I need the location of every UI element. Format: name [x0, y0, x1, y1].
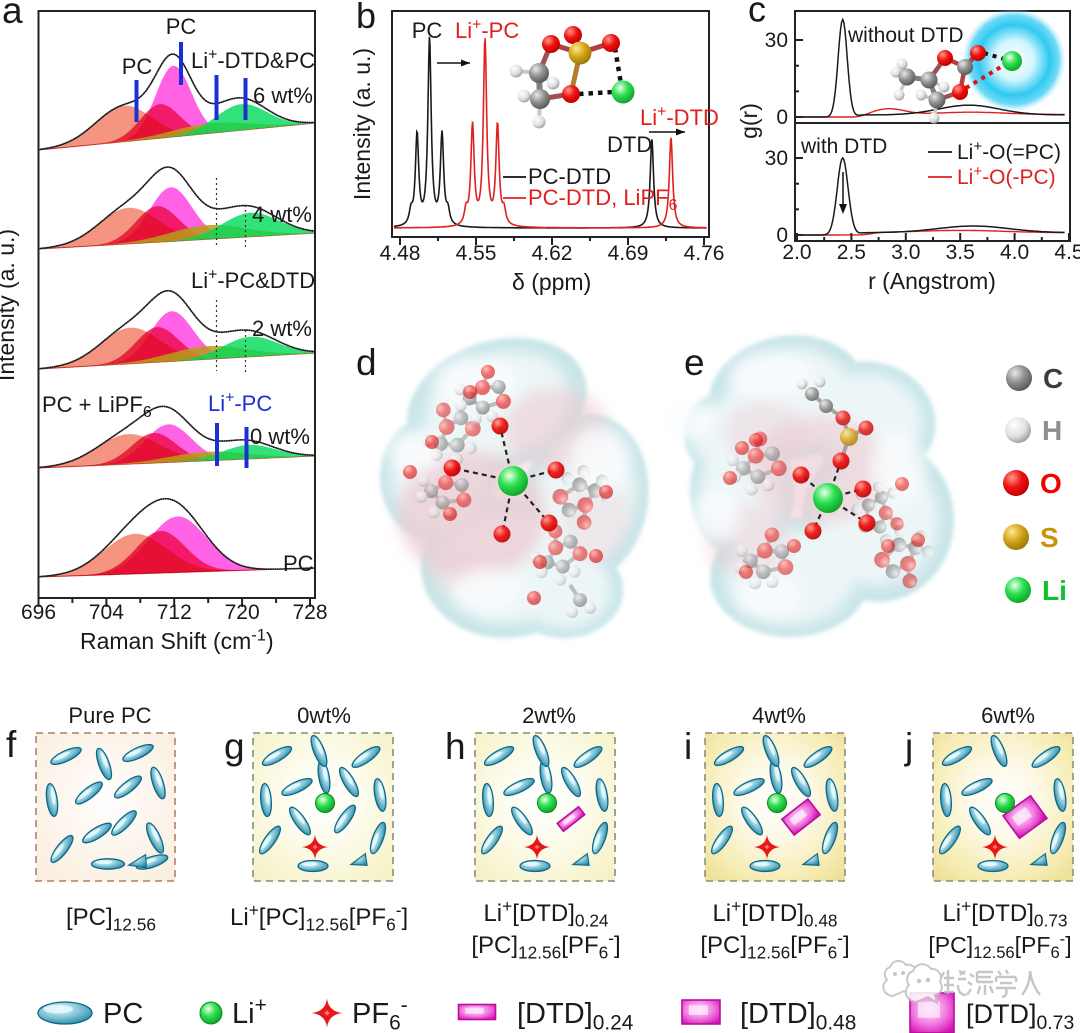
svg-text:2.5: 2.5: [837, 241, 866, 264]
svg-text:[DTD]0.73: [DTD]0.73: [966, 999, 1074, 1033]
svg-text:4wt%: 4wt%: [752, 703, 806, 728]
svg-text:[PC]12.56[PF6-]: [PC]12.56[PF6-]: [700, 928, 849, 962]
svg-text:f: f: [6, 724, 17, 765]
svg-text:Pure PC: Pure PC: [68, 703, 151, 728]
svg-text:6 wt%: 6 wt%: [253, 83, 313, 108]
svg-text:PC-DTD: PC-DTD: [528, 164, 611, 189]
svg-text:Li+[DTD]0.24: Li+[DTD]0.24: [483, 896, 608, 930]
svg-text:30: 30: [765, 147, 788, 170]
svg-text:[PC]12.56[PF6-]: [PC]12.56[PF6-]: [471, 928, 620, 962]
svg-text:PC-DTD, LiPF6: PC-DTD, LiPF6: [528, 185, 678, 214]
svg-text:PC: PC: [412, 18, 443, 43]
svg-text:Li+-O(-PC): Li+-O(-PC): [957, 163, 1056, 189]
svg-text:4.55: 4.55: [456, 242, 497, 265]
svg-text:a: a: [2, 0, 23, 31]
svg-text:Intensity (a. u.): Intensity (a. u.): [0, 229, 19, 381]
svg-text:696: 696: [21, 601, 56, 624]
svg-text:c: c: [748, 0, 766, 30]
svg-text:3.0: 3.0: [891, 241, 920, 264]
svg-text:Li+[DTD]0.73: Li+[DTD]0.73: [942, 896, 1067, 930]
svg-text:with DTD: with DTD: [800, 135, 887, 158]
svg-text:PF6-: PF6-: [352, 994, 408, 1033]
svg-text:Li+-PC: Li+-PC: [208, 390, 272, 416]
svg-text:3.5: 3.5: [946, 241, 975, 264]
svg-text:Li+[DTD]0.48: Li+[DTD]0.48: [712, 896, 837, 930]
svg-text:4.76: 4.76: [684, 242, 725, 265]
svg-text:without DTD: without DTD: [847, 24, 964, 47]
svg-text:d: d: [356, 342, 377, 383]
svg-text:2 wt%: 2 wt%: [252, 316, 312, 341]
svg-text:O: O: [1040, 468, 1062, 499]
svg-text:[PC]12.56: [PC]12.56: [66, 904, 156, 934]
svg-text:Li: Li: [1042, 575, 1067, 606]
svg-text:0 wt%: 0 wt%: [250, 424, 310, 449]
svg-text:720: 720: [225, 601, 260, 624]
svg-text:712: 712: [157, 601, 192, 624]
svg-text:i: i: [684, 726, 692, 767]
svg-text:4.0: 4.0: [1000, 241, 1029, 264]
svg-text:Raman Shift (cm-1): Raman Shift (cm-1): [80, 625, 274, 654]
svg-text:4 wt%: 4 wt%: [252, 202, 312, 227]
svg-text:g: g: [224, 726, 245, 767]
svg-text:PC: PC: [166, 14, 197, 39]
svg-text:728: 728: [292, 601, 327, 624]
svg-text:PC: PC: [122, 54, 153, 79]
svg-text:r (Angstrom): r (Angstrom): [868, 268, 996, 294]
svg-text:0: 0: [776, 224, 788, 247]
svg-text:Li+-PC&DTD: Li+-PC&DTD: [191, 267, 315, 293]
svg-text:Intensity (a. u.): Intensity (a. u.): [349, 48, 375, 200]
svg-text:Li+-DTD&PC: Li+-DTD&PC: [191, 47, 315, 73]
svg-text:4.5: 4.5: [1054, 241, 1080, 264]
svg-text:[DTD]0.48: [DTD]0.48: [740, 998, 856, 1033]
svg-text:PC: PC: [283, 551, 314, 576]
svg-text:g(r): g(r): [736, 103, 762, 139]
svg-text:S: S: [1040, 522, 1059, 553]
svg-text:e: e: [684, 342, 705, 383]
svg-text:Li+[PC]12.56[PF6-]: Li+[PC]12.56[PF6-]: [230, 900, 408, 934]
svg-text:DTD: DTD: [607, 132, 652, 157]
svg-text:0wt%: 0wt%: [297, 703, 351, 728]
svg-text:[PC]12.56[PF6-]: [PC]12.56[PF6-]: [928, 929, 1071, 962]
svg-text:j: j: [904, 726, 913, 767]
svg-text:704: 704: [89, 601, 124, 624]
svg-text:[DTD]0.24: [DTD]0.24: [517, 998, 633, 1033]
svg-text:2wt%: 2wt%: [522, 703, 576, 728]
svg-text:2.0: 2.0: [782, 241, 811, 264]
svg-text:4.69: 4.69: [608, 242, 649, 265]
svg-text:Li+-O(=PC): Li+-O(=PC): [957, 138, 1061, 164]
svg-text:PC: PC: [103, 998, 143, 1030]
svg-text:0: 0: [776, 106, 788, 129]
svg-text:δ (ppm): δ (ppm): [512, 269, 591, 295]
svg-text:4.62: 4.62: [532, 242, 573, 265]
svg-text:b: b: [356, 0, 376, 36]
svg-text:Li+: Li+: [232, 994, 267, 1030]
svg-text:30: 30: [765, 29, 788, 52]
svg-text:Li+-DTD: Li+-DTD: [640, 104, 719, 130]
svg-text:4.48: 4.48: [380, 242, 421, 265]
svg-text:Li+-PC: Li+-PC: [455, 17, 519, 43]
svg-text:h: h: [445, 726, 466, 767]
svg-text:6wt%: 6wt%: [981, 703, 1035, 728]
svg-text:PC + LiPF6: PC + LiPF6: [42, 392, 152, 421]
svg-text:C: C: [1043, 363, 1063, 394]
svg-text:H: H: [1042, 415, 1062, 446]
